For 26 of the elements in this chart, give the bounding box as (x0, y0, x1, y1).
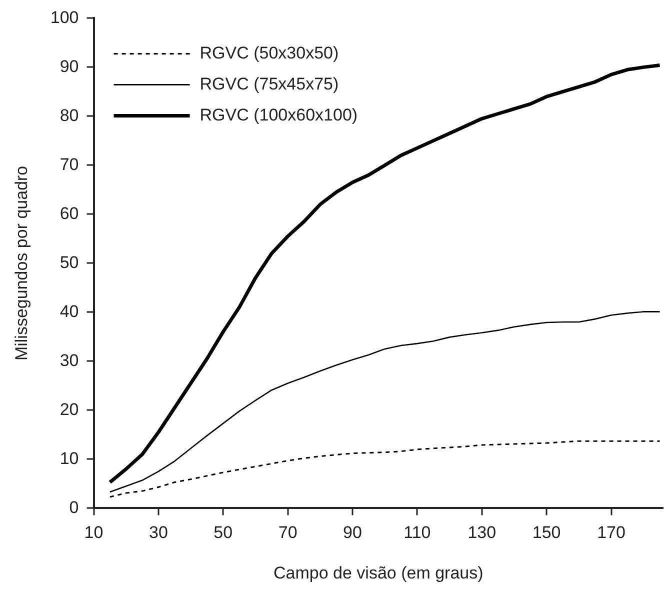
legend-label: RGVC (50x30x50) (200, 43, 339, 62)
x-tick-label: 30 (148, 523, 168, 542)
x-tick-label: 170 (597, 523, 626, 542)
x-tick-label: 70 (278, 523, 298, 542)
y-tick-label: 100 (50, 8, 79, 27)
legend-label: RGVC (75x45x75) (200, 74, 339, 94)
y-tick-label: 10 (60, 448, 79, 468)
x-axis-title: Campo de visão (em graus) (274, 563, 484, 582)
y-tick-label: 20 (60, 400, 79, 419)
y-tick-label: 40 (60, 302, 79, 321)
x-tick-label: 10 (84, 523, 104, 542)
y-tick-label: 50 (60, 252, 79, 272)
legend-label: RGVC (100x60x100) (200, 105, 358, 124)
line-series (109, 440, 661, 498)
x-tick-label: 130 (468, 523, 496, 542)
y-tick-label: 60 (60, 204, 79, 223)
y-tick-label: 90 (60, 56, 79, 76)
y-tick-label: 30 (60, 350, 79, 370)
y-tick-label: 80 (60, 106, 79, 125)
y-tick-label: 0 (69, 498, 79, 517)
y-tick-label: 70 (60, 154, 79, 174)
x-tick-label: 50 (214, 523, 233, 542)
x-tick-label: 110 (404, 523, 431, 542)
x-tick-label: 150 (532, 523, 561, 542)
x-tick-label: 90 (343, 523, 362, 542)
y-axis-title: Milissegundos por quadro (12, 166, 31, 361)
